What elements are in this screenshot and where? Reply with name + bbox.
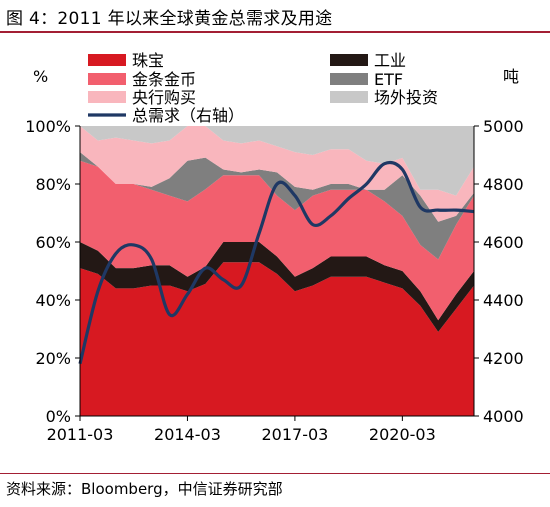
plot-area — [78, 126, 475, 416]
right-unit-label: 吨 — [503, 67, 519, 86]
title-divider — [0, 31, 550, 33]
legend-swatch — [330, 91, 368, 103]
right-tick-label: 4200 — [483, 349, 524, 368]
right-tick-label: 5000 — [483, 117, 524, 136]
left-tick-label: 100% — [25, 117, 71, 136]
area-场外投资 — [80, 126, 474, 196]
x-tick-label: 2011-03 — [47, 425, 114, 444]
line-total-demand — [78, 160, 475, 365]
left-tick-label: 80% — [35, 175, 71, 194]
legend-label: 金条金币 — [132, 70, 196, 89]
source-note: 资料来源：Bloomberg，中信证券研究部 — [6, 480, 283, 498]
legend-item-总需求（右轴）: 总需求（右轴） — [88, 106, 244, 125]
left-unit-label: % — [33, 67, 48, 86]
legend-swatch — [88, 54, 126, 66]
legend-label: 总需求（右轴） — [132, 106, 244, 125]
left-tick-label: 20% — [35, 349, 71, 368]
right-tick-label: 4400 — [483, 291, 524, 310]
area-央行购买 — [80, 126, 474, 222]
chart-title: 图 4：2011 年以来全球黄金总需求及用途 — [6, 9, 333, 29]
axes: 0% 20% 40% 60% 80% 100% 4000 4200 4400 4600 4800 50… — [25, 67, 523, 444]
x-tick-label: 2017-03 — [261, 425, 328, 444]
legend-item-工业: 工业 — [330, 51, 406, 70]
legend-item-场外投资: 场外投资 — [330, 88, 438, 107]
x-tick-label: 2014-03 — [154, 425, 221, 444]
left-tick-label: 0% — [46, 407, 71, 426]
legend-item-ETF: ETF — [330, 70, 403, 89]
legend-swatch — [88, 73, 126, 85]
legend-label: 央行购买 — [132, 88, 196, 107]
x-tick-label: 2020-03 — [369, 425, 436, 444]
legend-item-珠宝: 珠宝 — [88, 51, 164, 70]
legend-label: 珠宝 — [132, 51, 164, 70]
right-tick-label: 4000 — [483, 407, 524, 426]
legend-item-央行购买: 央行购买 — [88, 88, 196, 107]
gold-demand-chart: 0% 20% 40% 60% 80% 100% 4000 4200 4400 4600 4800 50… — [25, 51, 523, 444]
area-珠宝 — [80, 262, 474, 416]
source-divider — [0, 473, 550, 474]
right-tick-label: 4600 — [483, 233, 524, 252]
area-ETF — [80, 152, 474, 260]
legend-label: 工业 — [374, 51, 406, 70]
legend-item-金条金币: 金条金币 — [88, 70, 196, 89]
legend-swatch — [330, 54, 368, 66]
legend-label: ETF — [374, 70, 403, 89]
legend-swatch — [88, 91, 126, 103]
left-tick-label: 40% — [35, 291, 71, 310]
area-金条金币 — [80, 160, 474, 321]
legend-label: 场外投资 — [374, 88, 438, 107]
area-工业 — [80, 242, 474, 332]
right-tick-label: 4800 — [483, 175, 524, 194]
left-tick-label: 60% — [35, 233, 71, 252]
legend-swatch — [330, 73, 368, 85]
